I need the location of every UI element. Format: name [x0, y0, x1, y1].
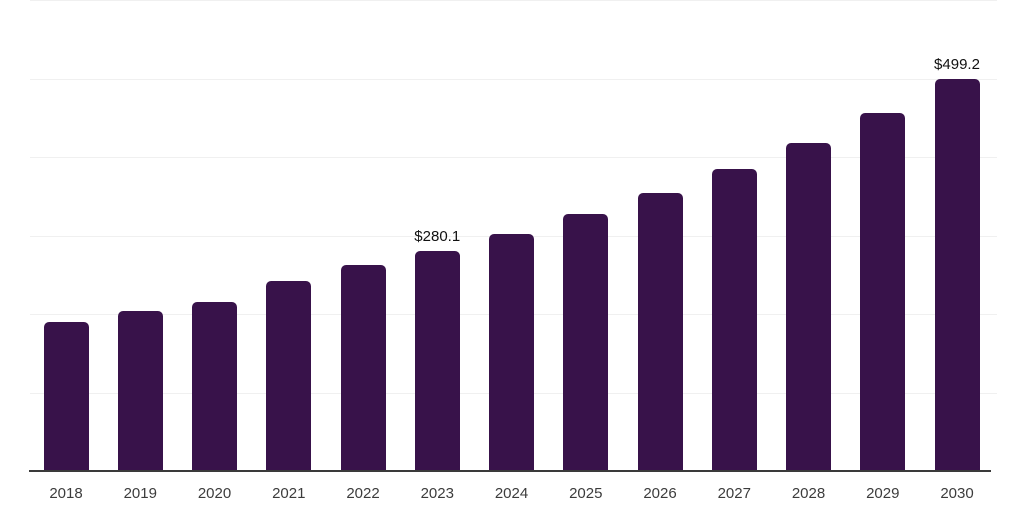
gridline-500 [30, 78, 997, 80]
x-tick-label-2023: 2023 [420, 485, 454, 502]
x-tick-label-2024: 2024 [494, 485, 529, 502]
x-tick-label-2025: 2025 [569, 485, 603, 502]
plot-area: $280.1 $499.2 [29, 0, 997, 472]
x-tick-label-2021: 2021 [272, 485, 306, 502]
bar-2021 [266, 281, 312, 471]
bar-2020 [192, 302, 237, 471]
x-axis-labels: 2018 2019 2020 2021 2022 2023 2024 2025 2026 2027… [30, 471, 991, 512]
x-tick-label-2026: 2026 [643, 485, 677, 502]
bar-2025 [563, 214, 609, 471]
x-axis-line [29, 470, 991, 472]
x-tick-label-2019: 2019 [123, 485, 157, 502]
gridline-400 [30, 157, 997, 158]
bar-2026 [637, 193, 683, 471]
x-tick-label-2027: 2027 [717, 485, 751, 502]
bar-2023 [414, 251, 460, 471]
bar-2029 [860, 112, 906, 471]
x-tick-label-2030: 2030 [940, 485, 974, 502]
x-tick-label-2029: 2029 [866, 485, 900, 502]
gridline-600 [30, 0, 997, 1]
x-tick-label-2028: 2028 [791, 485, 826, 502]
bar-2024 [489, 234, 534, 471]
x-tick-label-2020: 2020 [197, 485, 232, 502]
x-tick-label-2018: 2018 [49, 485, 83, 502]
bar-value-label-2023: $280.1 [414, 228, 461, 246]
bar-2027 [711, 169, 757, 471]
bar-2030 [934, 79, 980, 471]
bar-2022 [340, 265, 386, 471]
bar-2018 [43, 322, 89, 471]
bar-2028 [786, 142, 831, 471]
x-tick-label-2022: 2022 [346, 485, 380, 502]
bar-value-label-2030: $499.2 [934, 56, 980, 74]
bar-2019 [117, 311, 163, 471]
